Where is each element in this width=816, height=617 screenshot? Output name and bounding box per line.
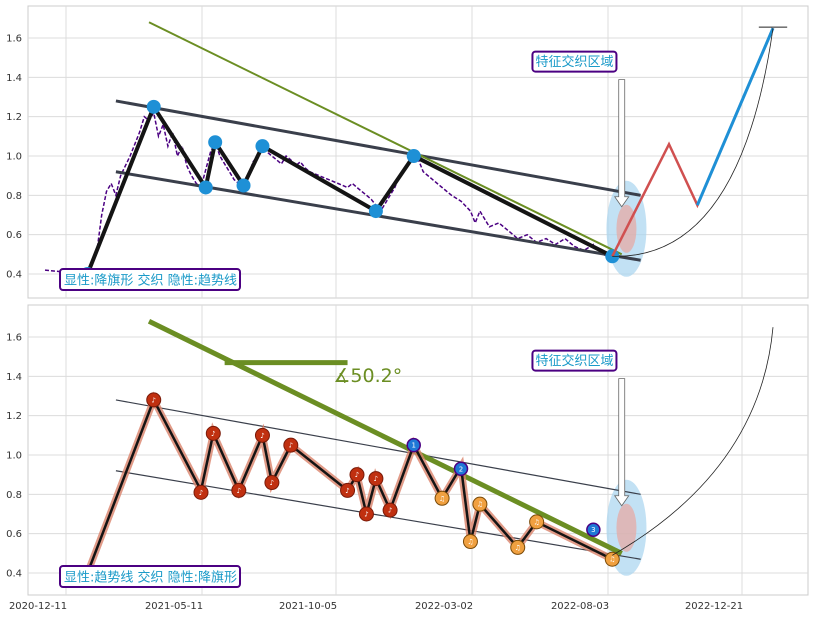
trend-line <box>148 21 623 256</box>
y-tick-label: 1.0 <box>6 451 22 462</box>
red-pattern-marker <box>254 427 270 443</box>
red-marker-glyph: ♪ <box>355 471 359 479</box>
orange-pattern-marker <box>510 539 526 555</box>
red-marker-glyph: ♪ <box>388 507 392 515</box>
projection-arc <box>612 327 774 556</box>
red-pattern-marker <box>349 467 365 483</box>
y-tick-label: 0.6 <box>6 230 22 241</box>
pivot-point <box>368 204 383 219</box>
red-marker-glyph: ♪ <box>270 479 274 487</box>
blue-marker-label: 1 <box>411 442 415 450</box>
red-marker-glyph: ♪ <box>345 487 349 495</box>
orange-pattern-marker <box>604 551 620 567</box>
red-marker-glyph: ♪ <box>211 430 215 438</box>
trend-line <box>147 319 623 556</box>
blue-pattern-marker <box>406 437 421 453</box>
orange-marker-glyph: ♫ <box>533 518 539 526</box>
channel-upper-line <box>115 99 641 197</box>
projection-arc <box>612 28 774 257</box>
orange-marker-glyph: ♫ <box>477 501 483 509</box>
zone-arrow <box>613 79 630 208</box>
y-tick-label: 1.0 <box>6 152 22 163</box>
angle-label: ∡50.2° <box>333 365 402 387</box>
y-tick-label: 1.6 <box>6 333 22 344</box>
red-pattern-marker <box>205 425 221 441</box>
red-pattern-marker <box>146 392 162 408</box>
interweave-core <box>616 503 637 552</box>
zone-label-box <box>531 349 618 372</box>
red-pattern-marker <box>231 482 247 498</box>
red-pattern-marker <box>264 475 280 491</box>
red-marker-glyph: ♪ <box>237 487 241 495</box>
zone-label: 特征交织区域 <box>535 353 613 369</box>
y-tick-label: 1.4 <box>6 73 22 84</box>
pattern-label: 显性:趋势线 交织 隐性:降旗形 <box>64 570 237 586</box>
pattern-label-box <box>59 565 241 588</box>
x-tick-label: 2021-05-11 <box>145 601 203 612</box>
pattern-label: 显性:降旗形 交织 隐性:趋势线 <box>64 273 237 289</box>
zone-label-box <box>531 50 618 73</box>
red-pattern-marker <box>358 506 374 522</box>
blue-pattern-marker <box>586 522 601 537</box>
red-pattern-marker <box>382 502 398 518</box>
x-tick-label: 2022-12-21 <box>685 601 743 612</box>
orange-pattern-marker <box>434 490 450 506</box>
pattern-label-box <box>59 268 241 291</box>
x-tick-label: 2022-03-02 <box>415 601 473 612</box>
x-tick-label: 2021-10-05 <box>279 601 337 612</box>
y-tick-label: 1.2 <box>6 411 22 422</box>
red-pattern-marker <box>193 484 209 500</box>
red-marker-glyph: ♪ <box>364 511 368 519</box>
pivot-point <box>255 139 270 154</box>
y-tick-label: 1.4 <box>6 372 22 383</box>
orange-marker-glyph: ♫ <box>515 544 521 552</box>
x-tick-label: 2022-08-03 <box>551 601 609 612</box>
zone-arrow <box>613 378 630 507</box>
y-tick-label: 0.8 <box>6 490 22 501</box>
red-marker-glyph: ♪ <box>260 432 264 440</box>
channel-upper-line <box>115 399 641 495</box>
orange-pattern-marker <box>529 514 545 530</box>
x-tick-label: 2020-12-11 <box>9 601 67 612</box>
orange-pattern-marker <box>472 496 488 512</box>
orange-marker-glyph: ♫ <box>467 538 473 546</box>
red-marker-glyph: ♪ <box>374 475 378 483</box>
red-pattern-marker <box>340 482 356 498</box>
y-tick-label: 0.4 <box>6 569 22 580</box>
orange-pattern-marker <box>462 534 478 550</box>
red-pattern-marker <box>368 471 384 487</box>
red-marker-glyph: ♪ <box>199 489 203 497</box>
pivot-point <box>146 99 161 114</box>
red-marker-glyph: ♪ <box>289 442 293 450</box>
orange-marker-glyph: ♫ <box>439 495 445 503</box>
zone-label: 特征交织区域 <box>535 54 613 70</box>
chart-panel-bottom: 0.4 0.6 0.8 1.0 1.2 1.4 1.6 2020-12-11 2021-05-1… <box>6 304 809 612</box>
pivot-point <box>406 149 421 163</box>
blue-pattern-marker <box>453 461 469 477</box>
y-tick-label: 0.4 <box>6 270 22 281</box>
pivot-point <box>605 249 620 264</box>
red-marker-glyph: ♪ <box>151 396 155 404</box>
pivot-point <box>198 180 213 195</box>
y-tick-label: 0.6 <box>6 529 22 540</box>
pivot-point <box>208 135 223 150</box>
blue-marker-label: 3 <box>591 526 595 534</box>
pivot-point <box>236 178 251 193</box>
y-tick-label: 1.2 <box>6 112 22 123</box>
orange-marker-glyph: ♫ <box>609 556 615 564</box>
red-pattern-marker <box>283 437 299 453</box>
projection-up-line <box>695 27 775 206</box>
y-tick-label: 0.8 <box>6 191 22 202</box>
blue-marker-label: 2 <box>459 465 463 473</box>
y-tick-label: 1.6 <box>6 34 22 45</box>
